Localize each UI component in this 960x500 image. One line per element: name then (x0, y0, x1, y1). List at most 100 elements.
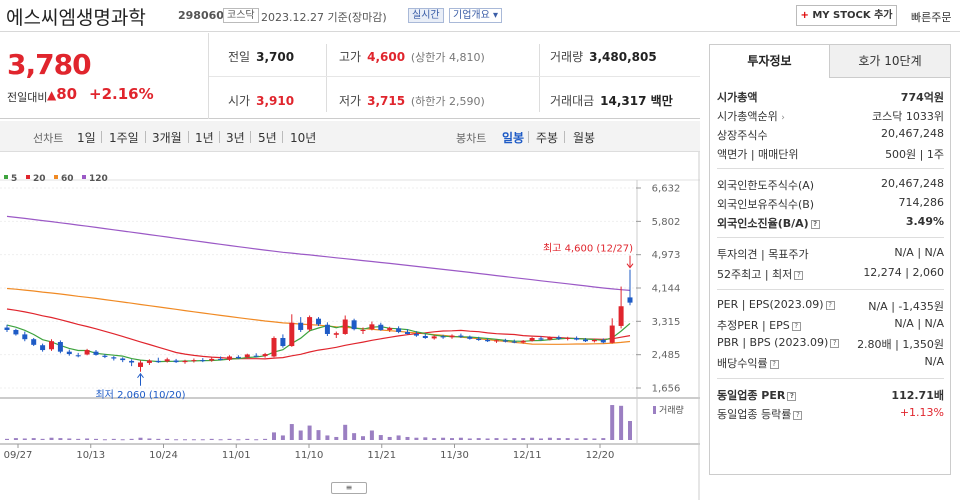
change-value: ▲80 (47, 85, 77, 103)
candle-body (387, 327, 393, 330)
high-label: 고가 (339, 50, 362, 64)
volume-bar (369, 430, 374, 440)
candle-body (22, 334, 28, 340)
volume-bar (200, 439, 205, 441)
volume-bar (530, 437, 535, 440)
info-value: 714,286 (898, 196, 945, 209)
volume-bar (272, 432, 276, 440)
ma-line-120 (6, 215, 631, 291)
info-label: 액면가 | 매매단위 (717, 148, 799, 161)
plus-icon: + (800, 10, 809, 21)
y-tick-label: 1,656 (652, 384, 681, 395)
candle-body (316, 318, 321, 325)
period-5y[interactable]: 5년 (258, 131, 277, 145)
tab-investment-info[interactable]: 투자정보 (709, 44, 830, 78)
candle-body (289, 322, 295, 347)
tab-order-book[interactable]: 호가 10단계 (829, 44, 951, 78)
volume-bar (432, 438, 437, 440)
candle-body (449, 335, 455, 338)
candle-body (262, 354, 268, 357)
candle-body (155, 360, 161, 363)
candle-body (218, 358, 224, 360)
low-arrow-head (137, 372, 144, 379)
volume-bar (165, 438, 170, 440)
period-3y[interactable]: 3년 (226, 131, 245, 145)
volume-bar (316, 430, 321, 440)
volume-bar (245, 438, 250, 440)
volume-value: 3,480,805 (589, 50, 657, 64)
candle-body (458, 335, 464, 337)
stock-header: 에스씨엠생명과학 298060 코스닥 2023.12.27 기준(장마감) 실… (0, 0, 960, 32)
help-icon[interactable]: ? (787, 392, 797, 401)
help-icon[interactable]: ? (810, 220, 820, 229)
volume-bar (458, 437, 463, 440)
candle-body (520, 340, 526, 343)
chart-scroll-handle[interactable]: ≡ (331, 482, 367, 494)
stock-code: 298060 (178, 9, 224, 22)
candle-body (342, 319, 348, 334)
help-icon[interactable]: ? (830, 339, 840, 348)
candle-body (66, 351, 72, 355)
y-tick-label: 2,485 (652, 350, 681, 361)
realtime-button[interactable]: 실시간 (408, 8, 444, 23)
divider (209, 76, 700, 77)
volume-bar (592, 438, 597, 440)
candle-body (200, 360, 206, 362)
info-row: 52주최고 | 최저? 12,274 | 2,060 (717, 264, 944, 282)
low-value: 3,715 (367, 94, 406, 108)
volume-bar (547, 437, 552, 440)
candle-monthly[interactable]: 월봉 (573, 131, 596, 145)
info-label: 투자의견 | 목표주가 (717, 248, 809, 261)
help-icon[interactable]: ? (793, 411, 803, 420)
period-1w[interactable]: 1주일 (109, 131, 139, 145)
lower-limit: (하한가 2,590) (410, 95, 485, 108)
divider (101, 131, 102, 143)
volume-bar (361, 436, 365, 440)
info-label: 외국인소진율(B/A) (717, 217, 809, 230)
info-row: 동일업종 PER? 112.71배 (717, 385, 944, 403)
period-3m[interactable]: 3개월 (152, 131, 182, 145)
divider (528, 131, 529, 143)
volume-bar (13, 438, 18, 440)
info-row: PER | EPS(2023.09)? N/A | -1,435원 (717, 296, 944, 314)
divider (717, 289, 944, 290)
my-stock-add-button[interactable]: + MY STOCK 추가 (796, 5, 897, 26)
low-cell: 저가 3,715 (하한가 2,590) (339, 92, 485, 109)
x-tick-label: 09/27 (4, 450, 33, 461)
help-icon[interactable]: ? (825, 301, 835, 310)
divider (188, 131, 189, 143)
volume-bar (129, 438, 134, 440)
period-10y[interactable]: 10년 (290, 131, 317, 145)
divider (145, 131, 146, 143)
candle-body (84, 350, 90, 355)
period-1d[interactable]: 1일 (77, 131, 96, 145)
help-icon[interactable]: ? (791, 322, 801, 331)
info-row: 상장주식수 20,467,248 (717, 125, 944, 143)
y-tick-label: 4,973 (652, 250, 681, 261)
candle-body (111, 357, 117, 359)
price-summary (0, 33, 700, 119)
info-label: PER | EPS(2023.09) (717, 298, 824, 311)
divider (219, 131, 220, 143)
quick-order-link[interactable]: 빠른주문 (911, 11, 952, 24)
current-price: 3,780 (7, 48, 92, 81)
low-label: 저가 (339, 94, 362, 108)
candle-body (538, 338, 544, 340)
help-icon[interactable]: ? (794, 271, 804, 280)
volume-bar (601, 438, 606, 440)
up-triangle-icon: ▲ (47, 88, 57, 102)
candle-body (191, 360, 197, 362)
company-overview-button[interactable]: 기업개요 ▾ (449, 8, 503, 23)
candle-daily[interactable]: 일봉 (502, 131, 525, 145)
help-icon[interactable]: ? (769, 360, 779, 369)
volume-bar (619, 405, 624, 440)
x-tick-label: 10/24 (149, 450, 178, 461)
legend-label: 5 (11, 174, 17, 184)
info-value: +1.13% (899, 406, 944, 419)
candle-body (75, 355, 81, 357)
candle-body (280, 338, 286, 347)
period-1y[interactable]: 1년 (195, 131, 214, 145)
candle-weekly[interactable]: 주봉 (536, 131, 559, 145)
volume-bar (102, 439, 107, 441)
info-label: 외국인보유주식수(B) (717, 198, 815, 211)
